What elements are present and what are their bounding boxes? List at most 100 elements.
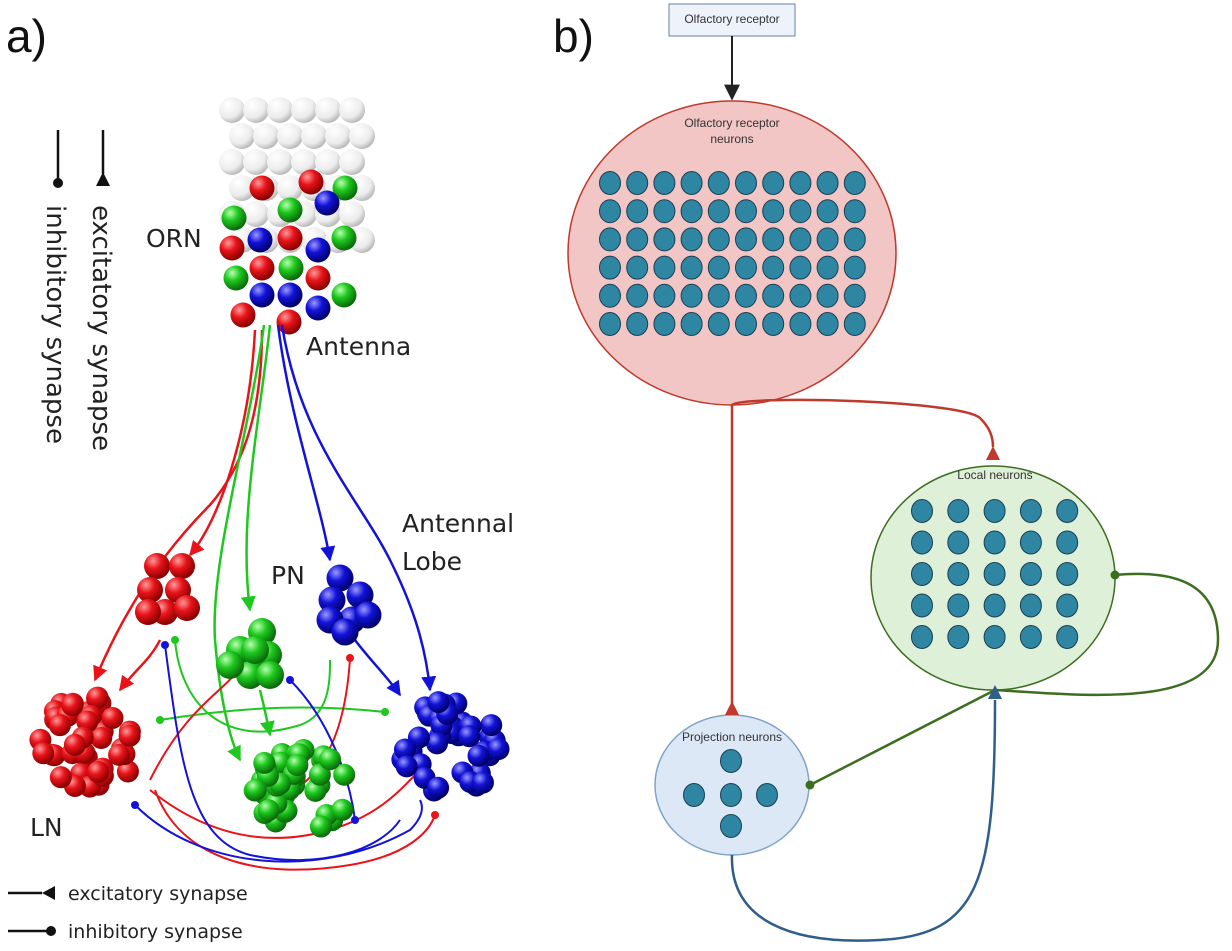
orn-neuron-cell <box>816 227 839 252</box>
orn-neuron-cell <box>789 312 812 336</box>
orn-neuron-cell <box>762 199 785 224</box>
orn-neuron-cell <box>653 312 676 336</box>
projection-neuron-cell <box>683 783 705 807</box>
panel-b: b) Olfactory receptor Olfactory receptor… <box>553 3 1220 942</box>
ln-red-cell <box>48 714 71 737</box>
local-neuron-cell <box>911 593 933 618</box>
local-neuron-cell <box>1019 530 1042 555</box>
red-axon-to-ln <box>93 329 264 682</box>
orn-neuron-cell <box>707 312 730 336</box>
orn-neuron-cell <box>762 283 785 308</box>
excitatory-bottom-triangle <box>42 886 55 900</box>
orn-neuron-cell <box>735 171 757 195</box>
bottom-legend: excitatory synapse inhibitory synapse <box>8 883 248 943</box>
local-neuron-cell <box>947 499 970 523</box>
orn-neuron-cell <box>626 227 649 252</box>
orn-blue-cell <box>305 237 331 263</box>
orn-neuron-cell <box>762 312 785 336</box>
pn-red-cell <box>135 599 161 625</box>
local-neuron-cell <box>1019 562 1042 586</box>
orn-neuron-cell <box>653 199 676 224</box>
local-neuron-cell <box>983 562 1006 586</box>
local-to-projection-dot <box>805 780 815 790</box>
projection-neuron-cell <box>720 783 742 807</box>
local-neuron-cell <box>1019 625 1042 649</box>
orn-green-cell <box>277 197 303 223</box>
orn-cells <box>219 169 358 335</box>
ln-green-cell <box>309 815 332 838</box>
orn-neuron-cell <box>626 283 649 308</box>
orn-green-cell <box>278 255 304 281</box>
orn-neuron-cell <box>789 283 812 308</box>
orn-neuron-cell <box>789 227 812 252</box>
antenna-cell <box>267 97 293 123</box>
orn-neuron-cell <box>680 227 703 252</box>
orn-red-cell <box>249 255 275 281</box>
antenna-cell <box>349 123 375 149</box>
orn-red-cell <box>219 235 245 261</box>
projection-to-local-arrowhead <box>988 685 1002 699</box>
orn-neuron-cell <box>762 255 785 280</box>
local-self-loop-dot <box>1110 570 1120 580</box>
ln-red-cell <box>116 760 139 783</box>
orn-red-cell <box>276 309 302 335</box>
orn-neuron-cell <box>626 312 649 336</box>
pn-red-cell <box>174 595 200 621</box>
orn-neuron-cell <box>735 227 757 252</box>
orn-neuron-cell <box>599 283 621 308</box>
orn-to-local-curve <box>731 398 995 448</box>
local-neuron-cell <box>911 625 933 649</box>
red-pn-to-ln <box>119 639 162 692</box>
orn-blue-cell <box>247 227 273 253</box>
inhibitory-legend-text: inhibitory synapse <box>40 205 70 444</box>
projection-neuron-cell <box>756 783 778 807</box>
orn-neuron-cell <box>707 171 730 195</box>
local-neuron-cell <box>911 499 933 523</box>
orn-neuron-cell <box>843 227 866 252</box>
local-neuron-cell <box>947 625 970 649</box>
antenna-cell <box>219 97 245 123</box>
orn-title-1: Olfactory receptor <box>684 116 779 130</box>
pn-red-cell <box>137 577 163 603</box>
red-lateral-2 <box>154 789 439 871</box>
pn-red-cell <box>144 553 170 579</box>
orn-red-cell <box>277 225 303 251</box>
orn-to-local-arrowhead <box>986 446 1000 460</box>
local-neurons-title: Local neurons <box>957 468 1032 482</box>
local-neuron-cell <box>1056 530 1079 555</box>
antenna-cell <box>243 97 269 123</box>
orn-neuron-cell <box>843 283 866 308</box>
ln-red-cell <box>49 766 72 789</box>
ln-blue-cell <box>395 755 418 778</box>
orn-neuron-cell <box>680 312 703 336</box>
orn-blue-cell <box>277 282 303 308</box>
orn-green-cell <box>331 282 357 308</box>
projection-neurons-title: Projection neurons <box>682 730 782 744</box>
orn-neuron-cell <box>816 199 839 224</box>
blue-axon-to-ln <box>280 324 437 692</box>
antenna-cell <box>339 201 365 227</box>
orn-neuron-cell <box>707 227 730 252</box>
antenna-cell <box>253 123 279 149</box>
orn-blue-cell <box>249 282 275 308</box>
ln-green-cell <box>333 763 356 786</box>
antenna-cell <box>325 123 351 149</box>
inhibitory-bottom-text: inhibitory synapse <box>68 921 243 943</box>
local-neuron-cell <box>947 562 970 586</box>
orn-neuron-cell <box>735 283 757 308</box>
olfactory-receptor-box <box>668 3 796 37</box>
orn-neuron-cell <box>653 255 676 280</box>
antenna-cell <box>267 149 293 175</box>
orn-neuron-cell <box>680 171 703 195</box>
orn-neuron-cell <box>816 312 839 336</box>
local-neuron-cell <box>1056 499 1079 523</box>
pn-blue-cell <box>318 586 346 614</box>
vertical-legend: inhibitory synapse excitatory synapse <box>40 130 116 451</box>
ln-green-cell <box>253 751 276 774</box>
orn-neuron-cell <box>599 227 621 252</box>
local-neuron-cell <box>947 530 970 555</box>
orn-neuron-cell <box>816 171 839 195</box>
orn-neuron-cell <box>653 283 676 308</box>
antenna-cell <box>291 149 317 175</box>
orn-neuron-cell <box>680 199 703 224</box>
